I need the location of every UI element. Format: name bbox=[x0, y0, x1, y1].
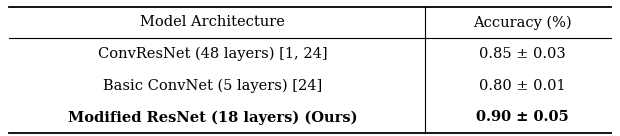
Text: Accuracy (%): Accuracy (%) bbox=[473, 15, 572, 30]
Text: Model Architecture: Model Architecture bbox=[140, 16, 285, 29]
Text: 0.85 ± 0.03: 0.85 ± 0.03 bbox=[479, 47, 565, 61]
Text: Modified ResNet (18 layers) (Ours): Modified ResNet (18 layers) (Ours) bbox=[68, 110, 357, 125]
Text: 0.90 ± 0.05: 0.90 ± 0.05 bbox=[476, 110, 569, 124]
Text: ConvResNet (48 layers) [1, 24]: ConvResNet (48 layers) [1, 24] bbox=[97, 47, 327, 61]
Text: 0.80 ± 0.01: 0.80 ± 0.01 bbox=[479, 79, 565, 93]
Text: Basic ConvNet (5 layers) [24]: Basic ConvNet (5 layers) [24] bbox=[103, 78, 322, 93]
